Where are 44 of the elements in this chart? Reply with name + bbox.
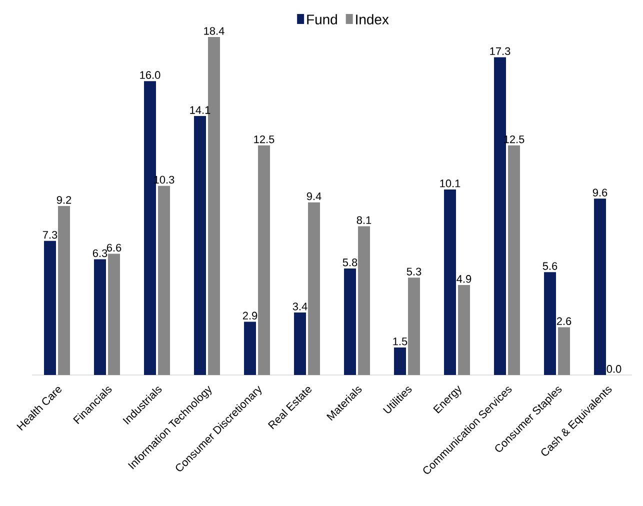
data-label: 16.0	[140, 71, 160, 79]
bar	[158, 186, 170, 375]
data-label: 5.8	[342, 258, 358, 266]
data-label: 5.3	[406, 268, 422, 276]
data-label: 17.3	[490, 47, 510, 56]
data-label: 6.3	[92, 249, 108, 258]
legend-label: Fund	[307, 14, 337, 24]
data-label: 0.0	[606, 365, 622, 373]
data-label: 4.9	[456, 275, 472, 283]
bar	[594, 198, 606, 375]
bar	[358, 226, 370, 375]
bar	[558, 327, 570, 375]
data-label: 8.1	[356, 216, 372, 224]
legend-label: Index	[356, 14, 389, 24]
bar	[58, 206, 70, 375]
bar	[308, 202, 320, 375]
data-label: 7.3	[42, 230, 58, 239]
data-label: 14.1	[190, 106, 210, 114]
bar	[94, 259, 106, 375]
bar	[544, 272, 556, 375]
bar	[408, 278, 420, 375]
data-label: 1.5	[393, 338, 408, 346]
bar	[194, 116, 206, 375]
bar	[244, 322, 256, 375]
data-label: 2.6	[556, 317, 572, 326]
bar	[444, 189, 456, 375]
bar	[44, 240, 56, 375]
data-label: 9.4	[306, 192, 322, 200]
data-label: 18.4	[204, 27, 224, 35]
bar	[294, 312, 306, 375]
bar	[344, 268, 356, 375]
data-label: 10.1	[440, 180, 460, 188]
bar	[394, 347, 406, 375]
data-label: 6.6	[106, 244, 122, 252]
data-label: 9.6	[592, 188, 608, 196]
bar	[108, 254, 120, 375]
bar	[258, 145, 270, 375]
bar	[508, 145, 520, 375]
bar	[458, 284, 470, 375]
data-label: 3.4	[292, 302, 308, 310]
data-label: 2.9	[242, 312, 258, 320]
data-label: 12.5	[254, 135, 274, 144]
data-label: 9.2	[56, 196, 72, 204]
data-label: 5.6	[542, 262, 558, 270]
